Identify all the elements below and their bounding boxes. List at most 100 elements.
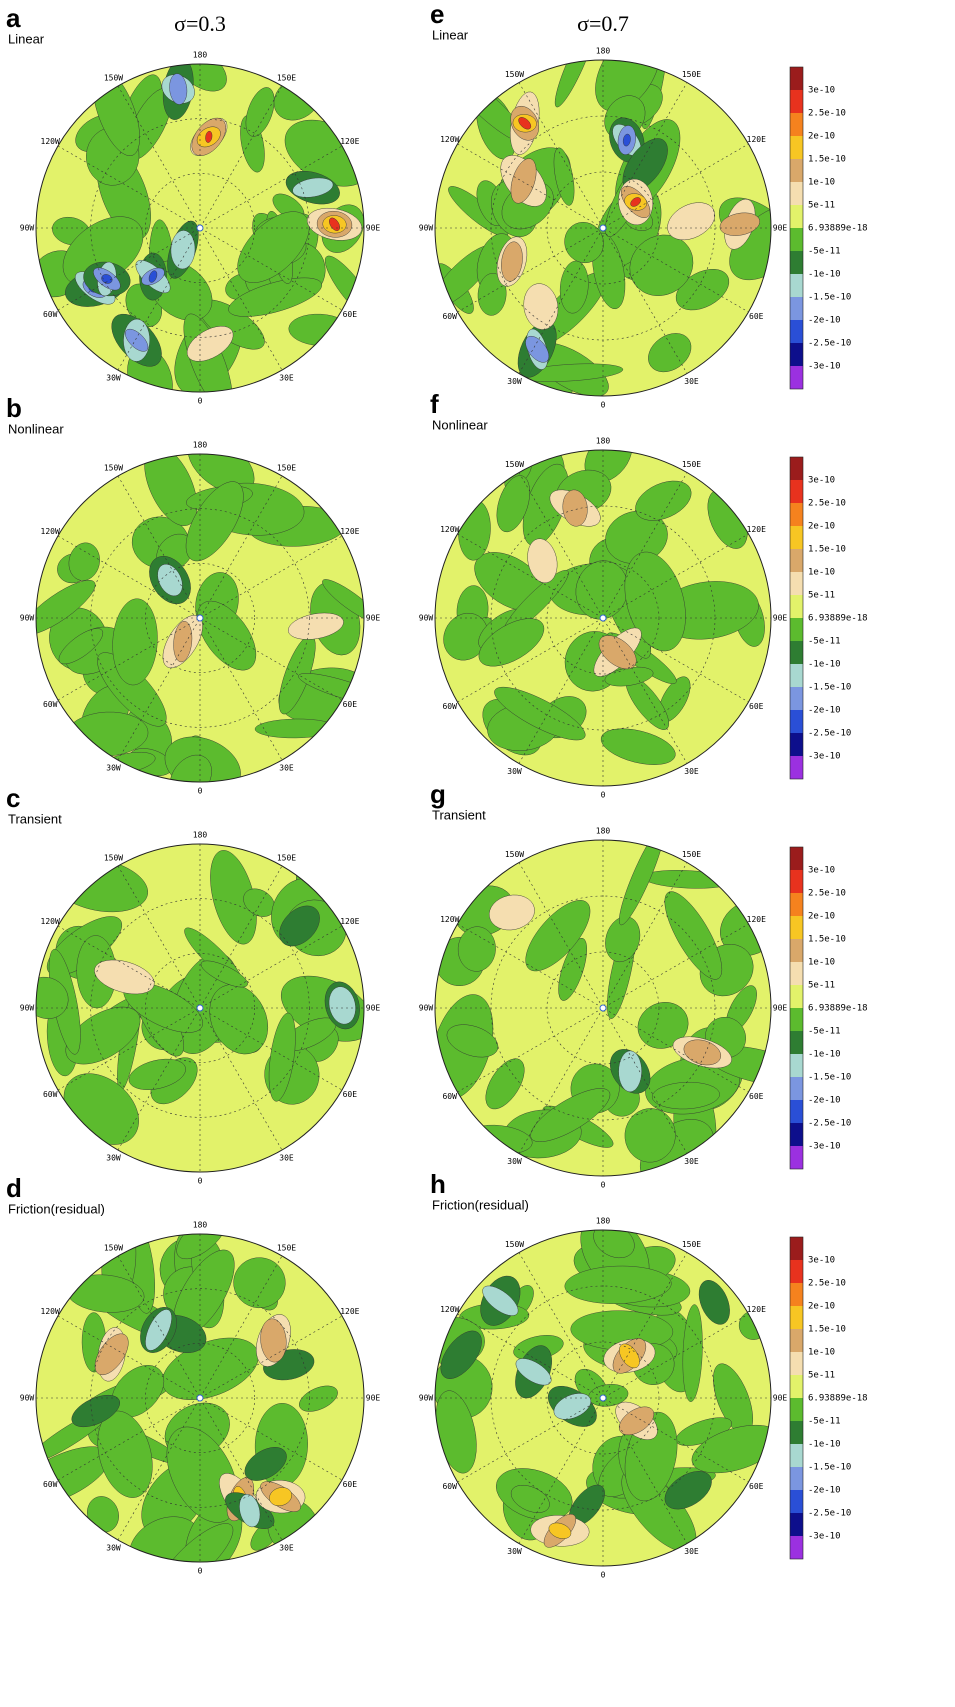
figure: σ=0.3aLinear180150E120E90E60E30E030W60W9… (0, 0, 955, 1707)
colorbar-label: 1.5e-10 (808, 545, 846, 555)
longitude-label: 150W (505, 460, 524, 469)
colorbar-label: 3e-10 (808, 866, 835, 876)
longitude-label: 30E (684, 377, 699, 386)
panel-letter: h (430, 1169, 446, 1199)
colorbar-swatch (790, 480, 803, 503)
colorbar-swatch (790, 985, 803, 1008)
longitude-label: 120W (440, 135, 459, 144)
longitude-label: 90E (773, 614, 788, 623)
colorbar-label: -5e-11 (808, 247, 841, 257)
longitude-label: 90E (366, 1004, 381, 1013)
map (435, 422, 771, 786)
panel-title: Friction(residual) (432, 1197, 529, 1212)
colorbar-label: -3e-10 (808, 1532, 841, 1542)
colorbar-swatch (790, 733, 803, 756)
colorbar-label: -5e-11 (808, 1417, 841, 1427)
colorbar-label: 3e-10 (808, 1256, 835, 1266)
colorbar-label: -2.5e-10 (808, 729, 851, 739)
longitude-label: 150E (277, 1244, 296, 1253)
longitude-label: 180 (193, 1221, 208, 1230)
colorbar-swatch (790, 618, 803, 641)
colorbar-swatch (790, 113, 803, 136)
pole (600, 615, 606, 621)
panel-letter: a (6, 3, 21, 33)
longitude-label: 60E (343, 1090, 358, 1099)
colorbar-swatch (790, 572, 803, 595)
colorbar-label: -2.5e-10 (808, 339, 851, 349)
longitude-label: 60W (43, 1090, 58, 1099)
colorbar-label: 2.5e-10 (808, 889, 846, 899)
pole (600, 225, 606, 231)
colorbar-swatch (790, 1077, 803, 1100)
colorbar-swatch (790, 756, 803, 779)
pole (600, 1395, 606, 1401)
colorbar-swatch (790, 90, 803, 113)
pole (600, 1005, 606, 1011)
longitude-label: 150E (277, 854, 296, 863)
longitude-label: 30E (279, 763, 294, 772)
longitude-label: 120E (340, 137, 359, 146)
longitude-label: 30E (684, 1547, 699, 1556)
colorbar-swatch (790, 320, 803, 343)
colorbar-swatch (790, 1375, 803, 1398)
panel-letter: d (6, 1173, 22, 1203)
colorbar-label: -3e-10 (808, 752, 841, 762)
colorbar-label: -1.5e-10 (808, 683, 851, 693)
longitude-label: 0 (198, 787, 203, 796)
colorbar-label: 1e-10 (808, 1348, 835, 1358)
colorbar-label: 3e-10 (808, 86, 835, 96)
longitude-label: 60W (442, 312, 457, 321)
longitude-label: 0 (601, 1571, 606, 1580)
longitude-label: 30W (507, 1157, 522, 1166)
panel-title: Transient (432, 807, 486, 822)
longitude-label: 150E (277, 74, 296, 83)
longitude-label: 60W (43, 310, 58, 319)
longitude-label: 150E (682, 850, 701, 859)
longitude-label: 150W (505, 70, 524, 79)
map (421, 1201, 786, 1566)
longitude-label: 120E (747, 525, 766, 534)
longitude-label: 60E (749, 1482, 764, 1491)
colorbar-swatch (790, 549, 803, 572)
longitude-label: 60E (749, 312, 764, 321)
longitude-label: 90E (366, 224, 381, 233)
colorbar-swatch (790, 1146, 803, 1169)
longitude-label: 120E (747, 915, 766, 924)
colorbar-label: 6.93889e-18 (808, 224, 868, 234)
colorbar-label: -2.5e-10 (808, 1119, 851, 1129)
longitude-label: 90W (419, 1004, 434, 1013)
colorbar-swatch (790, 182, 803, 205)
longitude-label: 30E (279, 1153, 294, 1162)
colorbar-label: -2e-10 (808, 316, 841, 326)
colorbar-swatch (790, 251, 803, 274)
longitude-label: 30W (106, 763, 121, 772)
colorbar-swatch (790, 1536, 803, 1559)
longitude-label: 120W (440, 915, 459, 924)
longitude-label: 30E (684, 1157, 699, 1166)
colorbar-label: 2e-10 (808, 132, 835, 142)
longitude-label: 60E (343, 1480, 358, 1489)
panel-title: Nonlinear (432, 417, 488, 432)
colorbar-label: 2e-10 (808, 522, 835, 532)
longitude-label: 0 (198, 1177, 203, 1186)
colorbar-swatch (790, 1237, 803, 1260)
longitude-label: 150E (277, 464, 296, 473)
longitude-label: 150E (682, 1240, 701, 1249)
colorbar-swatch (790, 1513, 803, 1536)
colorbar-label: 2.5e-10 (808, 499, 846, 509)
colorbar-label: 2.5e-10 (808, 1279, 846, 1289)
colorbar-label: -2e-10 (808, 1486, 841, 1496)
longitude-label: 120E (340, 527, 359, 536)
longitude-label: 180 (596, 437, 611, 446)
panel-letter: e (430, 0, 444, 29)
longitude-label: 90W (20, 614, 35, 623)
colorbar-label: 5e-11 (808, 981, 835, 991)
longitude-label: 30W (106, 1153, 121, 1162)
colorbar-label: 6.93889e-18 (808, 1394, 868, 1404)
longitude-label: 120E (340, 917, 359, 926)
colorbar-swatch (790, 1031, 803, 1054)
colorbar-swatch (790, 366, 803, 389)
colorbar-label: -1.5e-10 (808, 1463, 851, 1473)
longitude-label: 60E (343, 700, 358, 709)
colorbar-swatch (790, 1100, 803, 1123)
